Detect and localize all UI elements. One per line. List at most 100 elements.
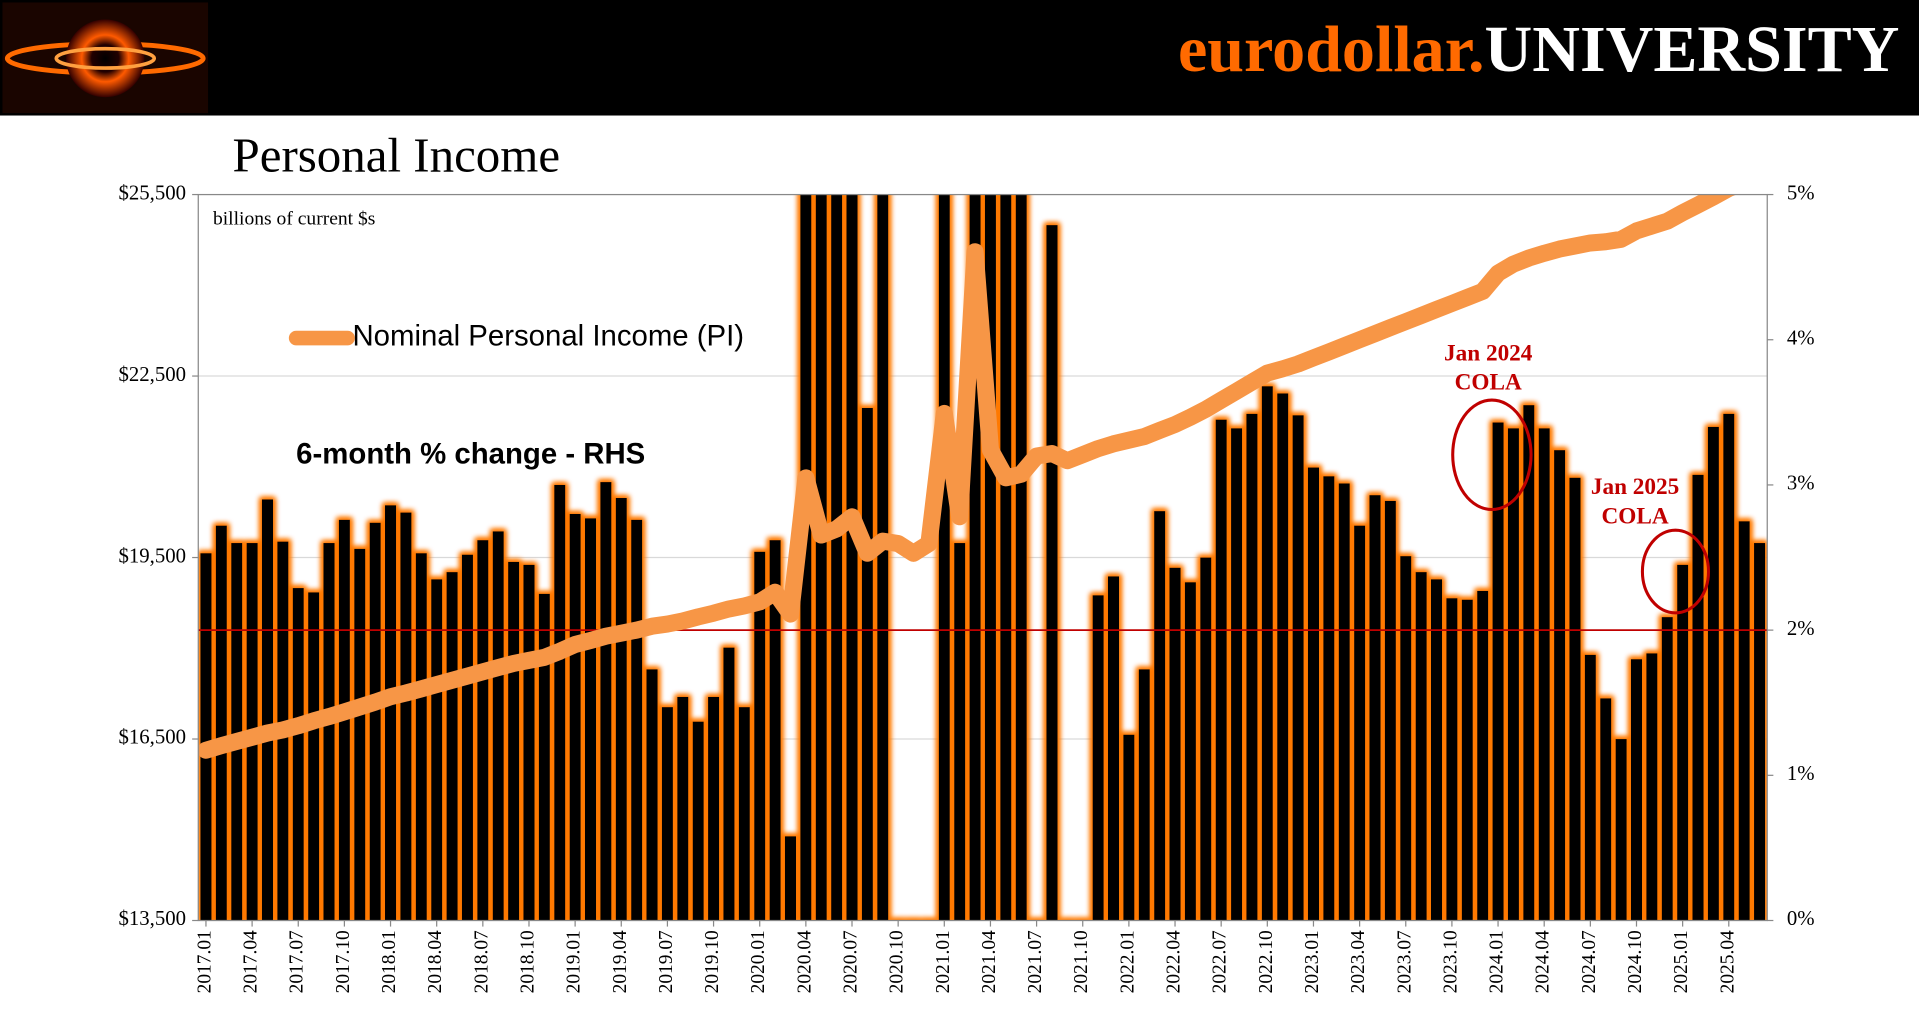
x-tick-label: 2017.04: [241, 930, 262, 993]
x-tick-label: 2023.04: [1348, 930, 1369, 993]
bar: [1538, 428, 1550, 921]
bar: [446, 572, 458, 921]
bar: [984, 194, 996, 921]
header-bar: [0, 0, 1919, 116]
bar: [938, 194, 950, 921]
bar: [1046, 225, 1058, 921]
bar: [1461, 599, 1473, 921]
x-tick-label: 2024.07: [1579, 930, 1600, 993]
bar: [1215, 419, 1227, 921]
x-tick-label: 2022.04: [1163, 930, 1184, 993]
bar: [1738, 521, 1750, 921]
bar: [800, 194, 812, 921]
annotation-circle: [1640, 528, 1711, 615]
bar: [1523, 405, 1535, 921]
bar: [231, 543, 243, 921]
x-tick-label: 2024.10: [1625, 930, 1646, 993]
bar: [1492, 422, 1504, 921]
bar: [400, 512, 412, 921]
bar: [1584, 654, 1596, 921]
x-tick-label: 2022.07: [1210, 930, 1231, 993]
bar: [1277, 393, 1289, 921]
bar: [1323, 476, 1335, 921]
y-axis-label: billions of current $s: [213, 209, 375, 230]
x-tick-label: 2018.04: [425, 930, 446, 993]
bar: [1123, 734, 1135, 921]
bar: [554, 484, 566, 921]
bar: [323, 543, 335, 921]
bar: [1646, 653, 1658, 921]
y2-tick-label: 0%: [1787, 908, 1815, 930]
bar: [708, 696, 720, 921]
bar: [1154, 511, 1166, 921]
annotation: COLA: [1455, 370, 1522, 396]
bar: [846, 194, 858, 921]
x-tick-label: 2017.10: [333, 930, 354, 993]
bar: [1615, 739, 1627, 921]
bar: [1569, 477, 1581, 921]
annotation: Jan 2025: [1591, 474, 1679, 500]
bar: [615, 498, 627, 921]
x-tick-label: 2023.10: [1440, 930, 1461, 993]
bar: [954, 543, 966, 921]
x-tick-label: 2019.01: [564, 930, 585, 993]
bar: [738, 707, 750, 921]
bar: [508, 561, 520, 921]
bar: [538, 593, 550, 921]
brand: eurodollar.UNIVERSITY: [1178, 13, 1899, 86]
x-tick-label: 2020.07: [840, 930, 861, 993]
bar: [1630, 659, 1643, 921]
x-tick-label: 2019.07: [656, 930, 677, 993]
bar: [492, 531, 504, 921]
x-tick-label: 2021.01: [933, 930, 954, 993]
brand-prefix: eurodollar.: [1178, 13, 1485, 86]
y2-tick-label: 3%: [1787, 473, 1815, 495]
bar: [1138, 669, 1150, 921]
x-tick-label: 2018.01: [379, 930, 400, 993]
x-tick-label: 2022.01: [1117, 930, 1138, 993]
bar: [1338, 483, 1350, 921]
bar: [1307, 467, 1320, 921]
bar: [969, 194, 981, 921]
bar: [1477, 590, 1489, 921]
bar: [631, 519, 643, 921]
brand-suffix: UNIVERSITY: [1485, 13, 1900, 86]
x-tick-label: 2021.10: [1071, 930, 1092, 993]
bar: [1354, 525, 1366, 921]
x-tick-label: 2018.10: [517, 930, 538, 993]
bar: [1677, 564, 1689, 921]
bar: [646, 669, 658, 921]
y-tick-label: $22,500: [118, 364, 186, 386]
annotation-circle: [1451, 398, 1533, 512]
bar: [1507, 428, 1519, 921]
bar: [1723, 413, 1735, 921]
bar: [831, 194, 843, 921]
x-tick-label: 2024.04: [1533, 930, 1554, 993]
bar: [754, 551, 766, 921]
x-tick-label: 2019.04: [610, 930, 631, 993]
bar: [461, 554, 473, 921]
bar: [1261, 386, 1273, 921]
bar: [200, 553, 212, 921]
bar: [584, 518, 597, 921]
annotation: Jan 2024: [1444, 340, 1533, 366]
bar: [1430, 579, 1443, 921]
bar: [1231, 428, 1243, 921]
bar: [261, 499, 274, 921]
bar: [1015, 194, 1027, 921]
bar: [1400, 556, 1412, 921]
x-tick-label: 2020.01: [748, 930, 769, 993]
x-tick-label: 2017.07: [287, 930, 308, 993]
bar: [769, 540, 781, 921]
y-tick-label: $16,500: [118, 727, 186, 749]
legend-label: Nominal Personal Income (PI): [352, 321, 744, 353]
bar: [1600, 698, 1612, 921]
x-tick-label: 2023.01: [1302, 930, 1323, 993]
y-tick-label: $13,500: [118, 908, 186, 930]
bar: [661, 707, 673, 921]
x-tick-label: 2020.10: [887, 930, 908, 993]
bar: [1092, 595, 1104, 921]
bar: [1415, 572, 1427, 921]
bar: [907, 920, 920, 921]
